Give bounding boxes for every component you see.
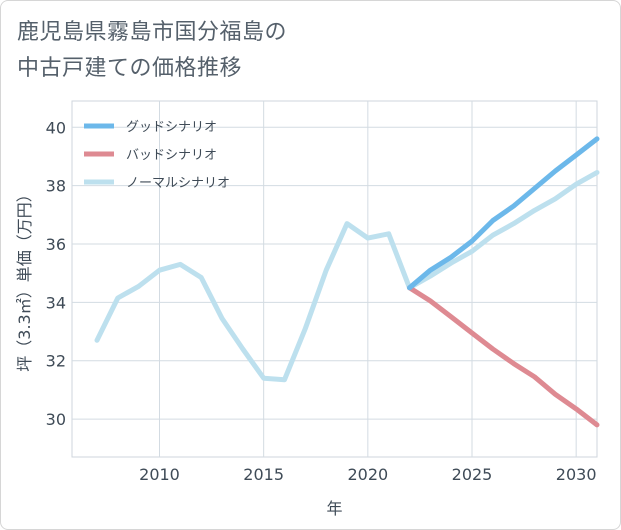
x-tick-label: 2015 [243,465,284,484]
x-tick-label: 2020 [347,465,388,484]
chart-title: 鹿児島県霧島市国分福島の 中古戸建ての価格推移 [17,20,288,81]
y-tick-label: 38 [46,177,66,196]
x-tick-label: 2030 [556,465,597,484]
series-line-1 [407,285,600,428]
x-tick-label: 2025 [452,465,493,484]
legend-label: バッドシナリオ [126,148,217,163]
series-line-2 [94,170,600,383]
y-tick-label: 34 [46,293,66,312]
x-axis-label: 年 [326,499,342,518]
grid [71,100,598,458]
x-tick-label: 2010 [139,465,180,484]
series-line-0 [407,136,600,291]
plot-frame [71,100,598,458]
legend-label: グッドシナリオ [126,120,217,135]
y-tick-label: 40 [46,118,66,137]
y-axis-label: 坪（3.3㎡）単価（万円） [15,186,34,371]
axis-ticks: 2010 2015 2020 2025 2030 30 32 34 36 38 40 [46,118,597,484]
y-tick-label: 30 [46,410,66,429]
legend-label: ノーマルシナリオ [126,176,230,191]
y-tick-label: 36 [46,235,66,254]
series-lines [94,136,600,428]
y-tick-label: 32 [46,352,66,371]
